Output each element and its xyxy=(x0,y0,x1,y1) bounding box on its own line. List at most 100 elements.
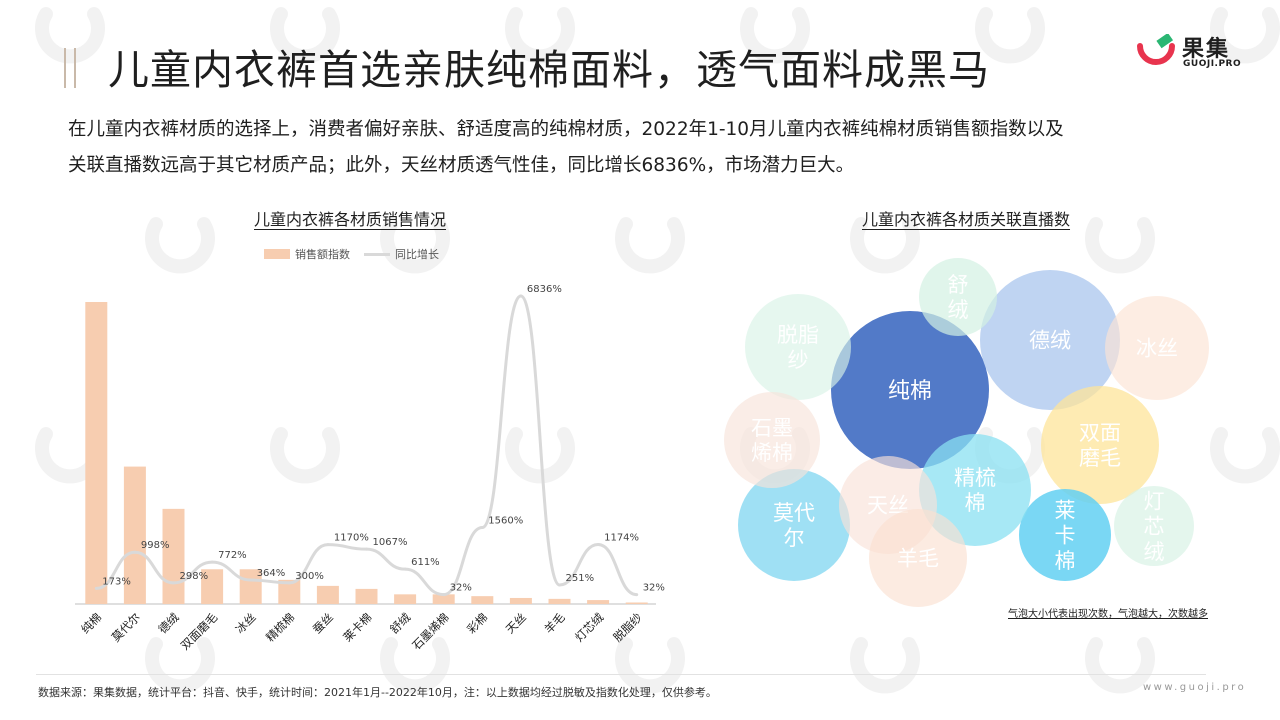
watermark-logo-icon xyxy=(615,217,685,274)
x-tick-双面磨毛: 双面磨毛 xyxy=(178,610,221,653)
bar-彩棉 xyxy=(471,596,494,604)
yoy-point-脱脂纱 xyxy=(635,593,639,597)
yoy-label-德绒: 298% xyxy=(180,571,209,582)
bar-chart-title: 儿童内衣裤各材质销售情况 xyxy=(254,210,447,229)
bubble-label-石墨烯棉: 石墨 xyxy=(751,416,793,440)
yoy-point-舒绒 xyxy=(403,567,407,571)
yoy-point-冰丝 xyxy=(249,578,253,582)
x-tick-脱脂纱: 脱脂纱 xyxy=(611,610,645,644)
bubble-label-莱卡棉: 卡 xyxy=(1055,524,1076,548)
bubble-精梳棉: 精梳棉 xyxy=(919,434,1031,546)
yoy-point-莱卡棉 xyxy=(365,547,368,551)
yoy-point-天丝 xyxy=(519,294,523,298)
yoy-label-羊毛: 251% xyxy=(566,573,595,584)
yoy-growth-line xyxy=(96,294,638,597)
bar-莱卡棉 xyxy=(355,588,378,604)
legend-yoy-growth: 同比增长 xyxy=(395,248,439,261)
yoy-label-脱脂纱: 32% xyxy=(643,583,665,594)
yoy-label-双面磨毛: 772% xyxy=(218,550,247,561)
bubble-label-冰丝: 冰丝 xyxy=(1136,337,1178,361)
bar-脱脂纱 xyxy=(625,602,648,604)
yoy-point-石墨烯棉 xyxy=(442,593,446,597)
yoy-label-纯棉: 173% xyxy=(102,576,131,587)
yoy-point-纯棉 xyxy=(94,586,98,590)
data-source-note: 数据来源：果集数据，统计平台：抖音、快手，统计时间：2021年1月--2022年… xyxy=(38,686,717,699)
bar-line-chart: 173% 998% 298% 772% 364% 300% 1170% 1067%611% 32… xyxy=(75,284,665,653)
x-tick-精梳棉: 精梳棉 xyxy=(263,610,297,644)
x-tick-彩棉: 彩棉 xyxy=(464,610,490,636)
yoy-label-精梳棉: 300% xyxy=(295,571,324,582)
x-tick-灯芯绒: 灯芯绒 xyxy=(572,610,607,645)
yoy-point-羊毛 xyxy=(558,583,561,587)
intro-line-1: 在儿童内衣裤材质的选择上，消费者偏好亲肤、舒适度高的纯棉材质，2022年1-10… xyxy=(68,119,1064,140)
bubble-label-德绒: 德绒 xyxy=(1029,329,1071,353)
bubble-label-舒绒: 绒 xyxy=(948,298,969,322)
watermark-logo-icon xyxy=(850,637,920,694)
yoy-label-灯芯绒: 1174% xyxy=(604,532,639,543)
yoy-point-双面磨毛 xyxy=(210,560,214,564)
yoy-label-天丝: 6836% xyxy=(527,284,562,295)
bubble-石墨烯棉: 石墨烯棉 xyxy=(724,392,820,488)
bar-石墨烯棉 xyxy=(432,594,455,604)
bubble-冰丝: 冰丝 xyxy=(1105,296,1209,400)
bubble-label-双面磨毛: 磨毛 xyxy=(1079,446,1121,470)
watermark-logo-icon xyxy=(975,7,1045,64)
bar-德绒 xyxy=(162,508,185,604)
x-tick-天丝: 天丝 xyxy=(503,610,529,636)
x-tick-石墨烯棉: 石墨烯棉 xyxy=(409,610,451,652)
x-tick-莱卡棉: 莱卡棉 xyxy=(340,610,374,644)
x-tick-舒绒: 舒绒 xyxy=(387,610,414,637)
bubble-label-羊毛: 羊毛 xyxy=(897,547,939,571)
yoy-label-舒绒: 611% xyxy=(411,557,440,568)
site-url: www.guoji.pro xyxy=(1143,682,1247,693)
bar-精梳棉 xyxy=(278,579,301,604)
yoy-label-石墨烯棉: 32% xyxy=(450,583,472,594)
bubble-label-精梳棉: 棉 xyxy=(965,491,986,515)
brand-logo-icon xyxy=(1137,34,1175,65)
bar-天丝 xyxy=(509,597,532,604)
bubble-莫代尔: 莫代尔 xyxy=(738,469,850,581)
yoy-point-灯芯绒 xyxy=(596,542,600,546)
bar-双面磨毛 xyxy=(201,569,224,604)
bar-蚕丝 xyxy=(316,585,339,604)
yoy-point-莫代尔 xyxy=(133,550,137,554)
x-tick-冰丝: 冰丝 xyxy=(233,610,259,636)
bubble-chart-note: 气泡大小代表出现次数，气泡越大，次数越多 xyxy=(1008,609,1208,620)
yoy-point-德绒 xyxy=(172,581,175,585)
x-tick-纯棉: 纯棉 xyxy=(78,610,104,636)
bubble-label-双面磨毛: 双面 xyxy=(1079,421,1121,445)
bubble-舒绒: 舒绒 xyxy=(919,258,997,336)
bubble-label-灯芯绒: 芯 xyxy=(1144,515,1165,539)
x-tick-羊毛: 羊毛 xyxy=(541,610,568,637)
bubble-label-灯芯绒: 灯 xyxy=(1144,489,1165,513)
x-tick-德绒: 德绒 xyxy=(155,610,182,637)
yoy-label-蚕丝: 1170% xyxy=(334,533,369,544)
legend-line-swatch xyxy=(364,252,390,256)
bubble-label-灯芯绒: 绒 xyxy=(1144,540,1165,564)
bubble-label-莱卡棉: 棉 xyxy=(1055,549,1076,573)
x-tick-蚕丝: 蚕丝 xyxy=(310,610,336,636)
watermark-logo-icon xyxy=(1085,637,1155,694)
yoy-label-彩棉: 1560% xyxy=(488,516,523,527)
bar-莫代尔 xyxy=(123,466,146,604)
bubble-label-脱脂纱: 脱脂 xyxy=(777,323,819,347)
yoy-point-彩棉 xyxy=(480,526,484,530)
yoy-label-冰丝: 364% xyxy=(257,568,286,579)
brand-name: 果集 xyxy=(1182,37,1231,62)
bubble-label-莫代尔: 尔 xyxy=(784,526,805,550)
legend-bar-swatch xyxy=(264,249,290,259)
watermark-logo-icon xyxy=(145,217,215,274)
bar-灯芯绒 xyxy=(587,600,610,604)
legend-sales-index: 销售额指数 xyxy=(295,248,350,261)
bubble-label-莫代尔: 莫代 xyxy=(773,501,815,525)
bubble-羊毛: 羊毛 xyxy=(869,509,967,607)
bar-chart-legend: 销售额指数 同比增长 xyxy=(264,246,439,262)
bubble-chart-title: 儿童内衣裤各材质关联直播数 xyxy=(862,210,1071,229)
bar-纯棉 xyxy=(85,302,108,604)
bubble-脱脂纱: 脱脂纱 xyxy=(745,294,851,400)
yoy-point-精梳棉 xyxy=(287,581,291,585)
bubble-label-精梳棉: 精梳 xyxy=(954,466,996,490)
bubble-莱卡棉: 莱卡棉 xyxy=(1019,489,1111,581)
footer-divider xyxy=(36,674,1206,675)
bubble-label-脱脂纱: 纱 xyxy=(788,348,809,372)
